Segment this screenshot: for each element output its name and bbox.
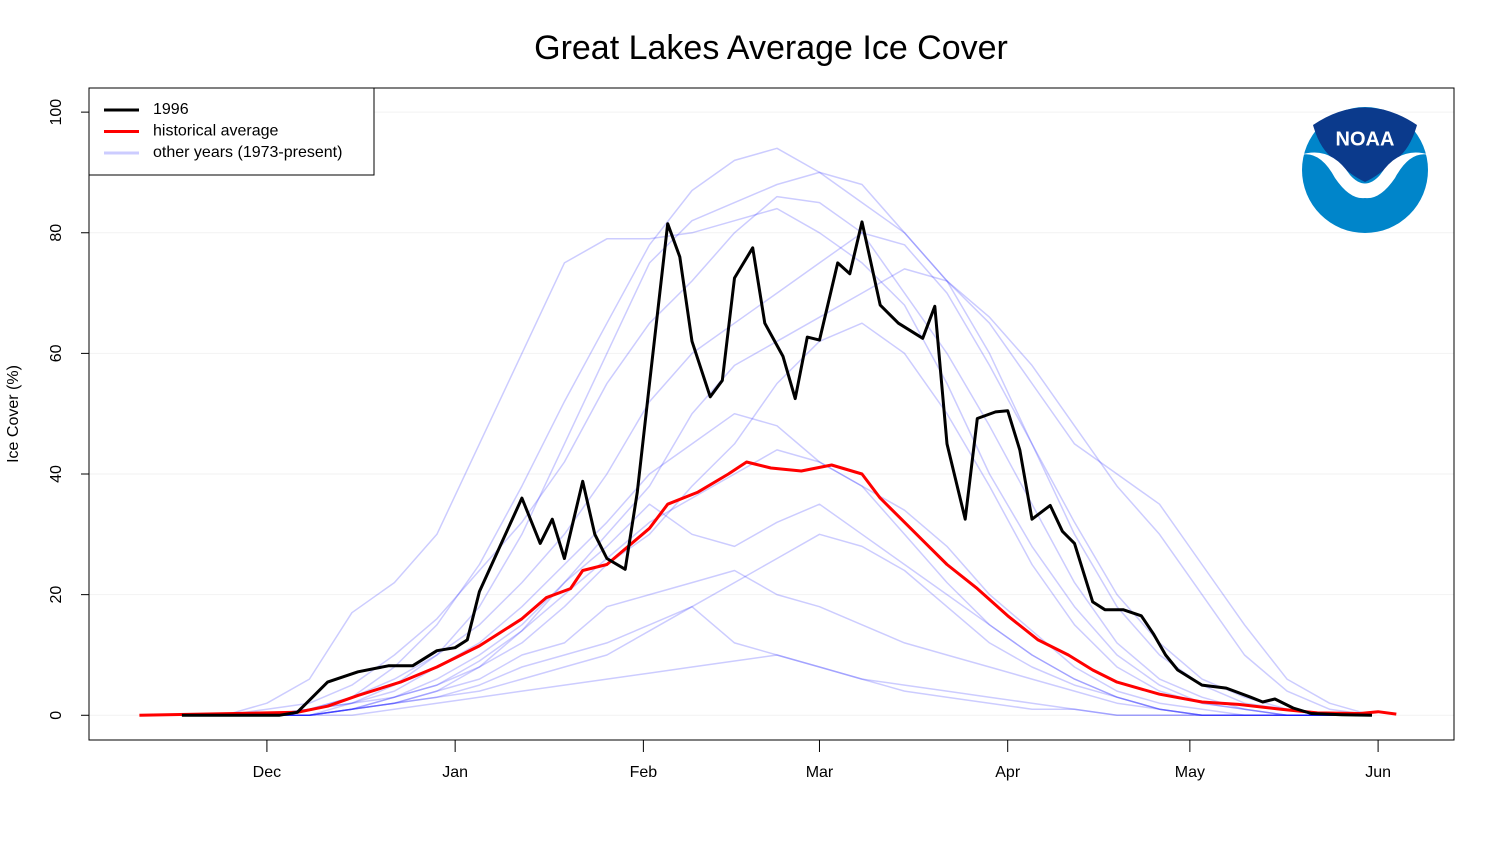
legend-label: 1996 — [153, 101, 189, 118]
grid — [89, 111, 1454, 716]
x-tick-label: May — [1175, 764, 1205, 781]
series-line — [224, 503, 1372, 717]
series-line — [181, 220, 1373, 717]
chart-title: Great Lakes Average Ice Cover — [534, 29, 1008, 67]
series-line — [224, 171, 1373, 717]
series-line — [224, 147, 1372, 717]
legend-label: other years (1973-present) — [153, 144, 342, 161]
logo-bird — [1300, 152, 1430, 199]
x-tick-label: Apr — [995, 764, 1021, 781]
series-line — [224, 533, 1372, 717]
x-tick-label: Feb — [630, 764, 658, 781]
y-axis-label: Ice Cover (%) — [5, 365, 22, 463]
x-tick-label: Dec — [253, 764, 281, 781]
series-line — [224, 195, 1372, 717]
y-tick-label: 40 — [48, 465, 65, 483]
y-tick-label: 20 — [48, 586, 65, 604]
series-line — [224, 207, 1372, 717]
axes: 0 20 40 60 80 100 Dec Jan Feb Mar Apr May Jun — [48, 99, 1391, 782]
series-line — [224, 232, 1372, 717]
series-line — [224, 449, 1372, 717]
x-tick-label: Jun — [1365, 764, 1391, 781]
y-tick-label: 100 — [48, 99, 65, 126]
series-line — [224, 605, 1372, 717]
series-line — [224, 569, 1372, 717]
plot-frame — [88, 87, 1455, 741]
series-line — [139, 460, 1397, 717]
x-tick-label: Jan — [442, 764, 468, 781]
series-line — [224, 654, 1372, 717]
x-tick-label: Mar — [806, 764, 834, 781]
lines — [139, 147, 1397, 717]
y-tick-label: 60 — [48, 344, 65, 362]
noaa-logo: NOAA — [1300, 107, 1430, 233]
y-tick-label: 80 — [48, 224, 65, 242]
legend: 1996 historical average other years (1973-… — [88, 87, 375, 176]
legend-label: historical average — [153, 123, 279, 140]
series-line — [224, 412, 1372, 717]
logo-text: NOAA — [1336, 128, 1395, 150]
y-tick-label: 0 — [48, 711, 65, 720]
series-line — [224, 268, 1373, 717]
